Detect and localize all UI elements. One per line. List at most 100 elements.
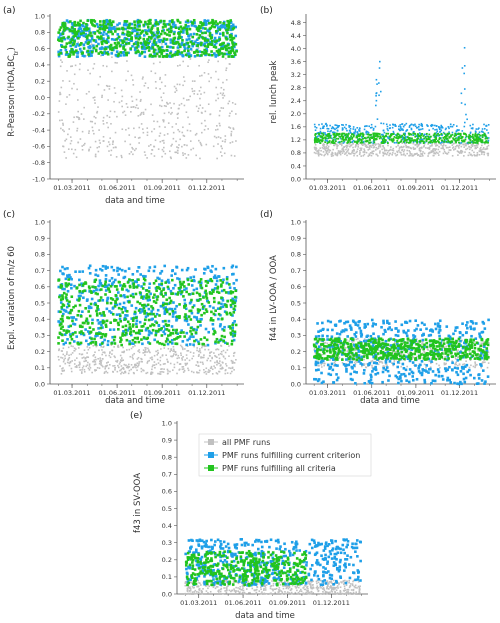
- y-tick-label: 0.6: [35, 283, 45, 291]
- data-point: [485, 148, 487, 151]
- data-point: [184, 307, 188, 311]
- data-point: [200, 357, 202, 359]
- data-point: [126, 295, 129, 299]
- data-point: [63, 359, 65, 361]
- data-point: [440, 143, 442, 146]
- data-point: [109, 311, 113, 314]
- data-point: [125, 288, 129, 292]
- data-point: [92, 67, 95, 70]
- data-point: [319, 147, 322, 149]
- data-point: [199, 43, 203, 47]
- data-point: [111, 335, 114, 339]
- data-point: [211, 357, 213, 360]
- data-point: [320, 154, 323, 156]
- data-point: [105, 84, 108, 87]
- data-point: [414, 140, 417, 143]
- data-point: [375, 146, 378, 149]
- data-point: [343, 134, 346, 137]
- data-point: [122, 359, 125, 361]
- data-point: [121, 332, 125, 335]
- data-point: [97, 357, 99, 360]
- data-point: [227, 291, 231, 294]
- data-point: [93, 359, 96, 361]
- data-point: [58, 358, 60, 361]
- data-point: [219, 137, 222, 139]
- data-point: [361, 144, 364, 147]
- data-point: [468, 151, 471, 154]
- data-point: [134, 46, 137, 50]
- data-point: [354, 128, 357, 131]
- data-point: [82, 282, 86, 285]
- data-point: [343, 126, 346, 129]
- data-point: [324, 137, 327, 140]
- data-point: [339, 143, 341, 145]
- data-point: [329, 149, 332, 152]
- data-point: [147, 22, 151, 26]
- y-tick-label: 0.6: [35, 45, 45, 53]
- data-point: [146, 299, 150, 302]
- data-point: [67, 278, 71, 281]
- data-point: [438, 138, 441, 141]
- data-point: [87, 348, 90, 351]
- data-point: [61, 314, 64, 318]
- data-point: [382, 133, 384, 136]
- data-point: [485, 140, 488, 142]
- data-point: [199, 361, 202, 364]
- data-point: [94, 278, 98, 282]
- data-point: [100, 25, 104, 28]
- data-point: [119, 361, 122, 364]
- data-point: [229, 299, 233, 302]
- data-point: [89, 306, 93, 310]
- data-point: [461, 130, 464, 132]
- data-point: [367, 132, 370, 134]
- data-point: [408, 149, 411, 152]
- data-point: [395, 146, 398, 148]
- data-point: [89, 72, 91, 75]
- data-point: [178, 368, 181, 371]
- data-point: [160, 348, 162, 350]
- data-point: [214, 30, 218, 33]
- data-point: [169, 50, 173, 53]
- data-point: [79, 341, 83, 345]
- data-point: [142, 37, 146, 41]
- data-point: [332, 148, 334, 151]
- data-point: [60, 356, 62, 359]
- data-point: [67, 20, 70, 24]
- data-point: [229, 127, 232, 129]
- data-point: [208, 304, 212, 308]
- data-point: [453, 149, 455, 151]
- data-point: [451, 144, 454, 146]
- data-point: [182, 84, 184, 87]
- data-point: [224, 57, 227, 60]
- data-point: [462, 132, 465, 135]
- data-point: [128, 340, 131, 343]
- data-point: [336, 144, 338, 146]
- data-point: [134, 344, 136, 347]
- data-point: [484, 135, 487, 138]
- data-point: [151, 323, 154, 326]
- data-point: [95, 288, 98, 292]
- data-point: [121, 367, 124, 370]
- data-point: [65, 138, 68, 141]
- data-point: [201, 74, 203, 77]
- y-tick-label: 0.0: [291, 175, 301, 183]
- data-point: [147, 45, 151, 49]
- data-point: [438, 142, 441, 145]
- data-point: [133, 352, 136, 355]
- data-point: [68, 53, 72, 56]
- data-point: [145, 294, 148, 297]
- data-point: [117, 291, 120, 294]
- data-point: [380, 133, 383, 136]
- data-point: [191, 305, 195, 309]
- data-point: [215, 276, 218, 280]
- data-point: [152, 41, 156, 44]
- y-tick-label: 0.2: [35, 348, 45, 356]
- data-point: [188, 343, 192, 346]
- data-point: [113, 335, 117, 339]
- data-point: [141, 297, 145, 300]
- data-point: [57, 31, 60, 34]
- data-point: [109, 137, 112, 139]
- data-point: [221, 281, 225, 284]
- data-point: [474, 132, 477, 135]
- data-point: [128, 366, 131, 368]
